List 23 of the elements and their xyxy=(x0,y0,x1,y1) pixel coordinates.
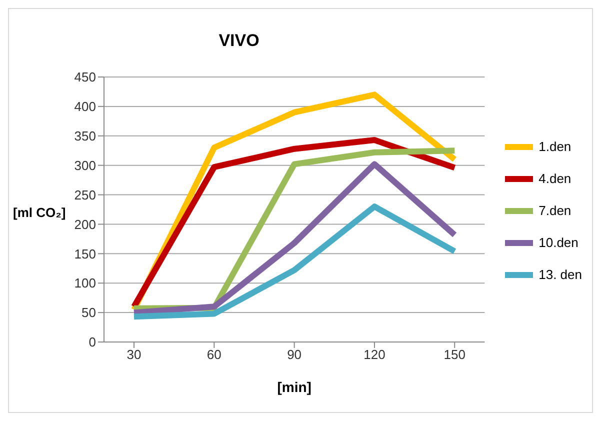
legend-label: 10.den xyxy=(538,235,578,250)
x-tick-label: 120 xyxy=(364,347,386,362)
y-tick-label: 200 xyxy=(74,216,96,232)
legend-label: 4.den xyxy=(538,171,572,186)
legend-label: 7.den xyxy=(538,203,572,218)
y-tick-label: 250 xyxy=(74,187,96,202)
y-tick-label: 350 xyxy=(74,128,96,144)
x-axis-title: [min] xyxy=(277,379,312,395)
y-tick-label: 300 xyxy=(74,158,96,173)
chart-title: VIVO xyxy=(218,31,260,51)
y-tick-label: 450 xyxy=(74,70,96,85)
y-axis-title: [ml CO₂] xyxy=(13,205,66,220)
y-tick-label: 0 xyxy=(88,334,96,350)
y-tick-label: 50 xyxy=(82,305,96,320)
x-tick-label: 30 xyxy=(126,347,142,362)
x-tick-label: 60 xyxy=(206,347,222,362)
y-tick-label: 100 xyxy=(74,276,96,291)
x-tick-label: 90 xyxy=(287,347,302,362)
legend-label: 13. den xyxy=(538,267,582,282)
legend-label: 1.den xyxy=(538,139,572,154)
y-tick-label: 400 xyxy=(74,99,96,114)
y-tick-label: 150 xyxy=(74,246,96,262)
x-tick-label: 150 xyxy=(444,347,466,362)
